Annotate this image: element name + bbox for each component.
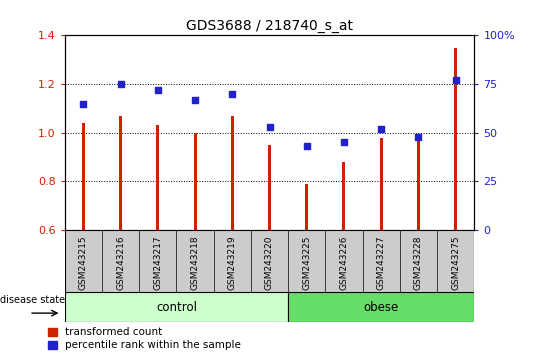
Point	[340, 139, 348, 145]
Text: GSM243275: GSM243275	[451, 235, 460, 290]
Text: GSM243215: GSM243215	[79, 235, 88, 290]
Bar	[156, 125, 159, 230]
Text: obese: obese	[364, 301, 399, 314]
Text: GSM243217: GSM243217	[153, 235, 162, 290]
Bar	[417, 140, 420, 230]
Text: GSM243227: GSM243227	[377, 235, 386, 290]
Bar	[65, 230, 474, 292]
Bar	[454, 47, 457, 230]
Bar	[194, 133, 197, 230]
Text: GSM243228: GSM243228	[414, 235, 423, 290]
Text: disease state: disease state	[0, 295, 65, 304]
Bar	[231, 116, 234, 230]
Point	[154, 87, 162, 93]
Text: GSM243220: GSM243220	[265, 235, 274, 290]
Point	[116, 81, 125, 87]
Point	[377, 126, 385, 132]
Bar	[288, 292, 474, 322]
Point	[451, 77, 460, 83]
Point	[265, 124, 274, 130]
Point	[228, 91, 237, 97]
Text: GSM243219: GSM243219	[228, 235, 237, 290]
Bar	[65, 292, 288, 322]
Bar	[342, 162, 345, 230]
Point	[191, 97, 199, 102]
Bar	[268, 145, 271, 230]
Text: GSM243216: GSM243216	[116, 235, 125, 290]
Text: GSM243225: GSM243225	[302, 235, 311, 290]
Bar	[380, 138, 383, 230]
Bar	[305, 184, 308, 230]
Bar	[82, 123, 85, 230]
Text: control: control	[156, 301, 197, 314]
Bar	[119, 116, 122, 230]
Point	[79, 101, 88, 106]
Legend: transformed count, percentile rank within the sample: transformed count, percentile rank withi…	[49, 327, 241, 350]
Title: GDS3688 / 218740_s_at: GDS3688 / 218740_s_at	[186, 19, 353, 33]
Text: GSM243218: GSM243218	[190, 235, 199, 290]
Text: GSM243226: GSM243226	[340, 235, 349, 290]
Point	[414, 134, 423, 139]
Point	[302, 144, 311, 149]
